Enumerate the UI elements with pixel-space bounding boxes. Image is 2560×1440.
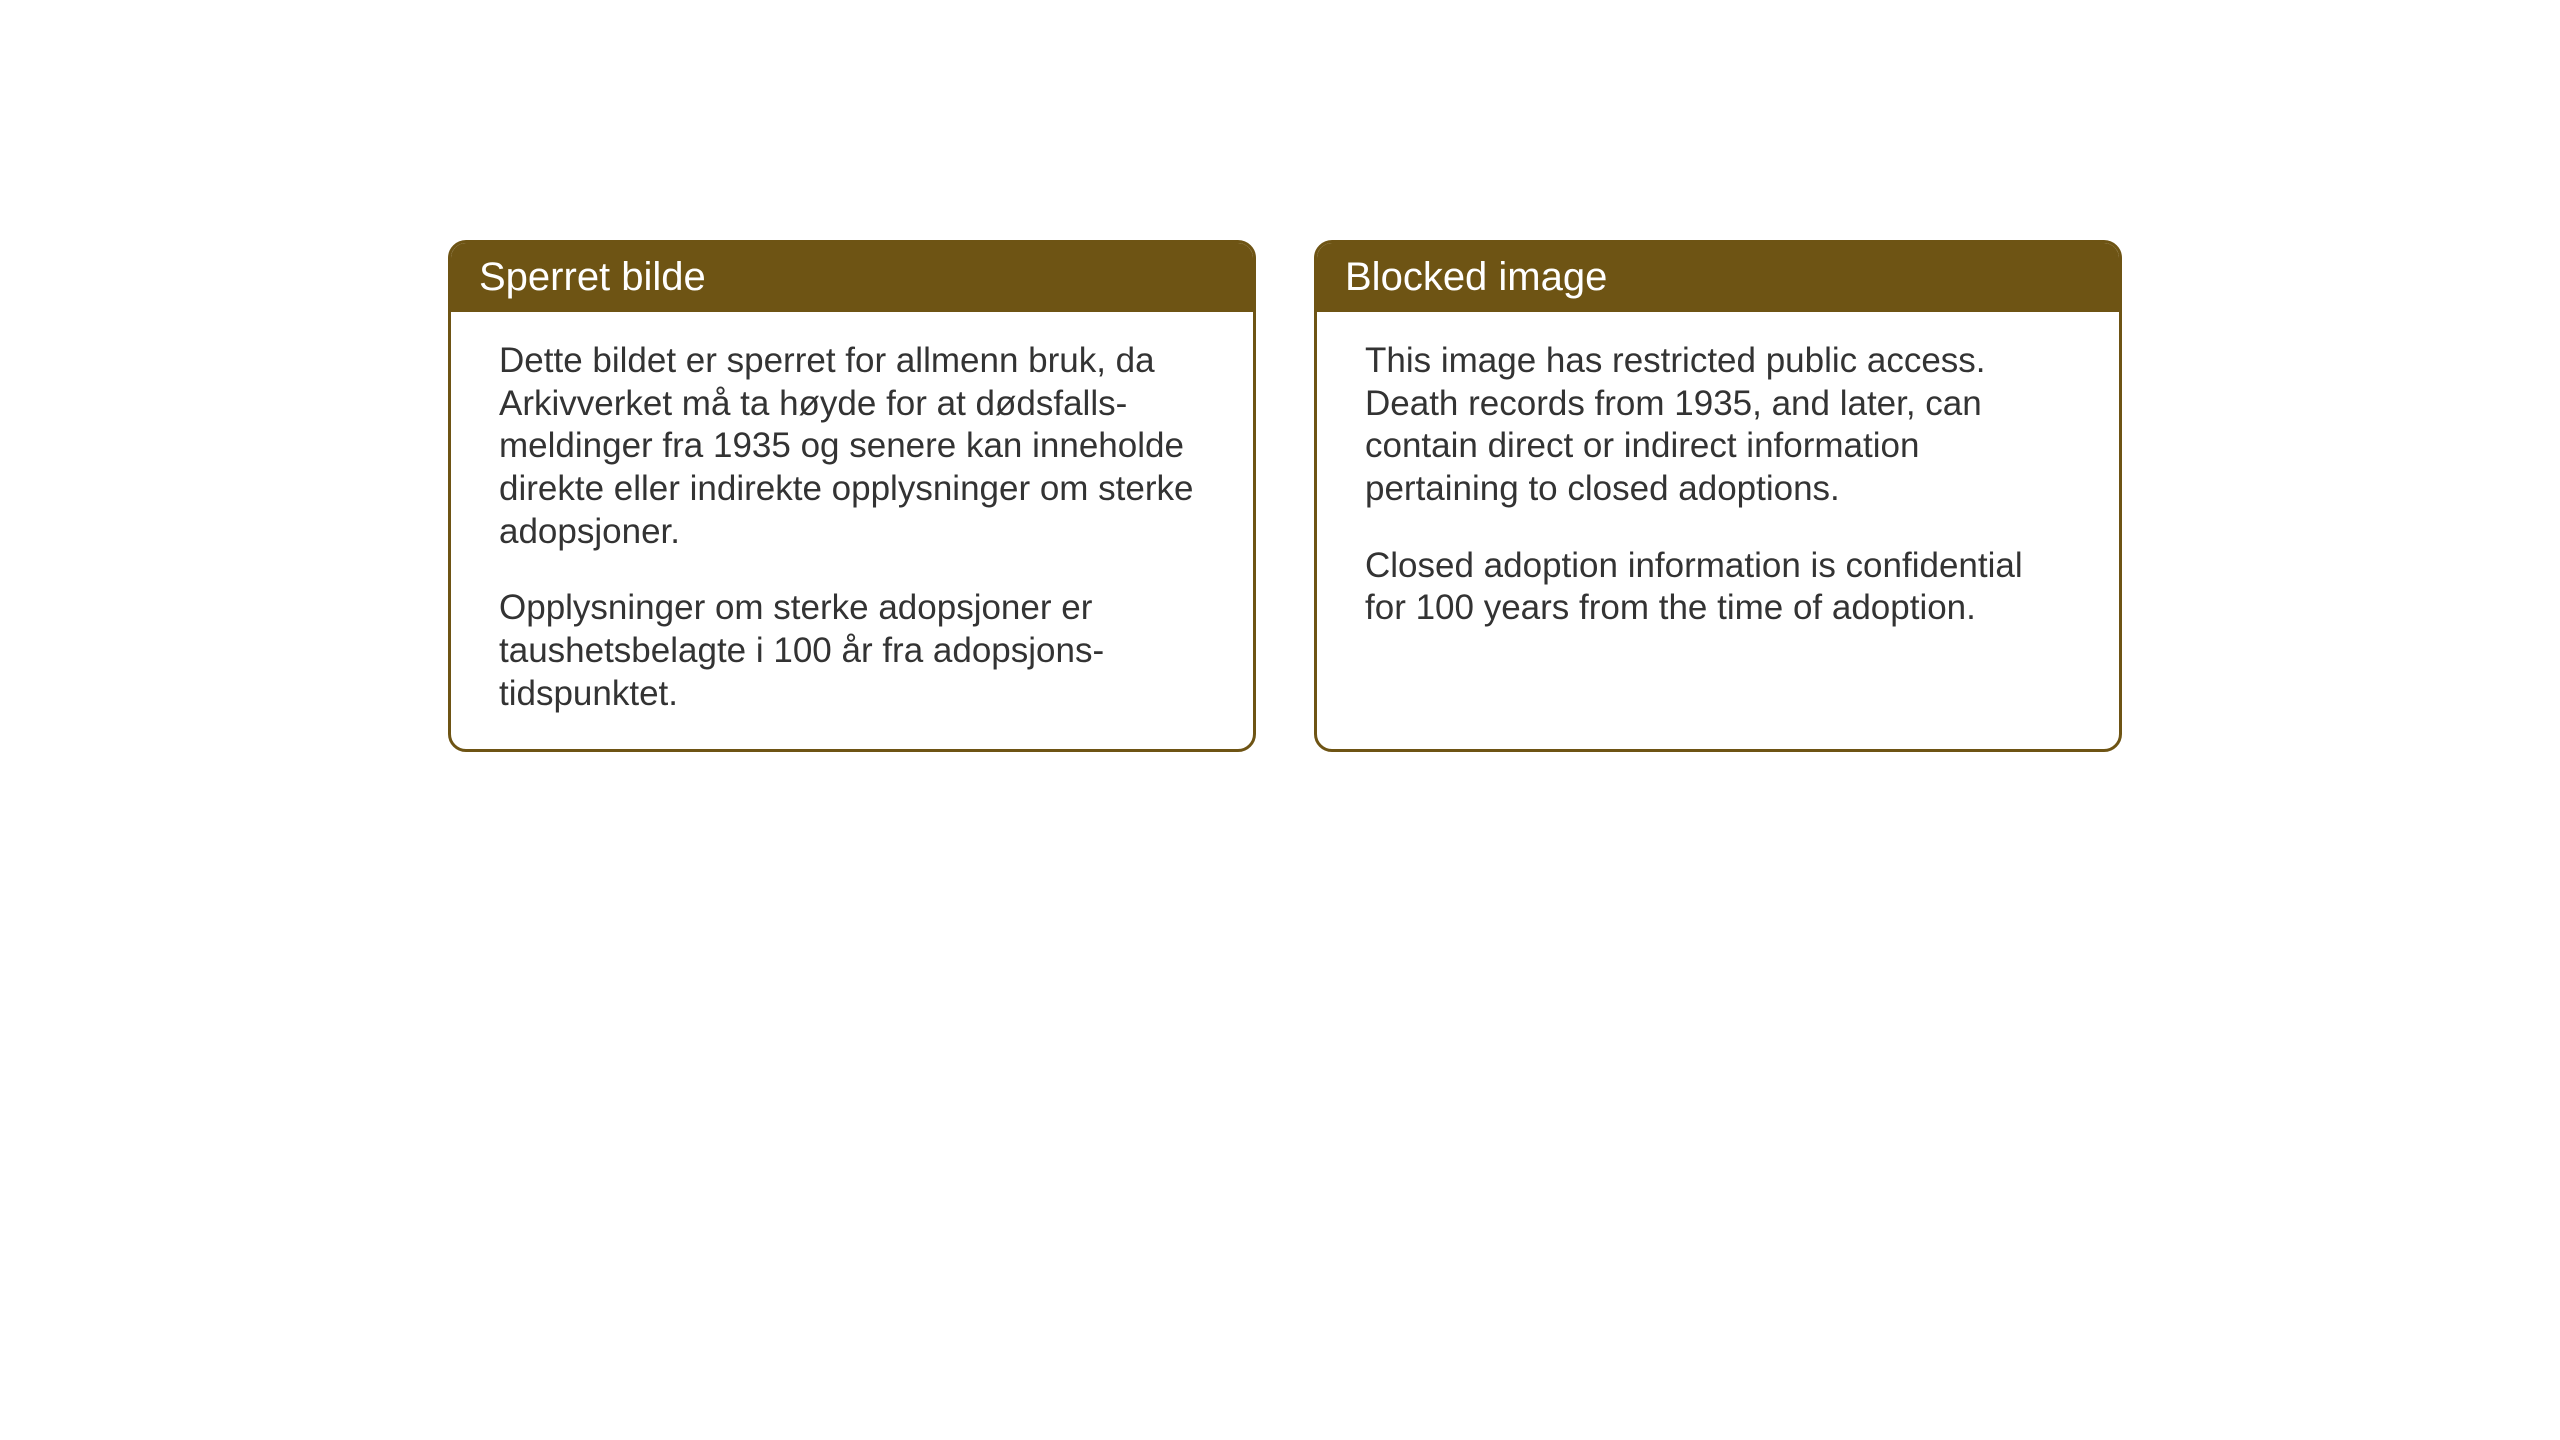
- card-header-english: Blocked image: [1317, 243, 2119, 312]
- blocked-image-card-norwegian: Sperret bilde Dette bildet er sperret fo…: [448, 240, 1256, 752]
- card-paragraph-2-english: Closed adoption information is confident…: [1365, 545, 2071, 630]
- blocked-image-card-english: Blocked image This image has restricted …: [1314, 240, 2122, 752]
- card-paragraph-2-norwegian: Opplysninger om sterke adopsjoner er tau…: [499, 587, 1205, 715]
- card-paragraph-1-english: This image has restricted public access.…: [1365, 340, 2071, 511]
- notice-cards-container: Sperret bilde Dette bildet er sperret fo…: [448, 240, 2122, 752]
- card-paragraph-1-norwegian: Dette bildet er sperret for allmenn bruk…: [499, 340, 1205, 553]
- card-title-english: Blocked image: [1345, 255, 1607, 299]
- card-title-norwegian: Sperret bilde: [479, 255, 706, 299]
- card-header-norwegian: Sperret bilde: [451, 243, 1253, 312]
- card-body-norwegian: Dette bildet er sperret for allmenn bruk…: [451, 312, 1253, 752]
- card-body-english: This image has restricted public access.…: [1317, 312, 2119, 672]
